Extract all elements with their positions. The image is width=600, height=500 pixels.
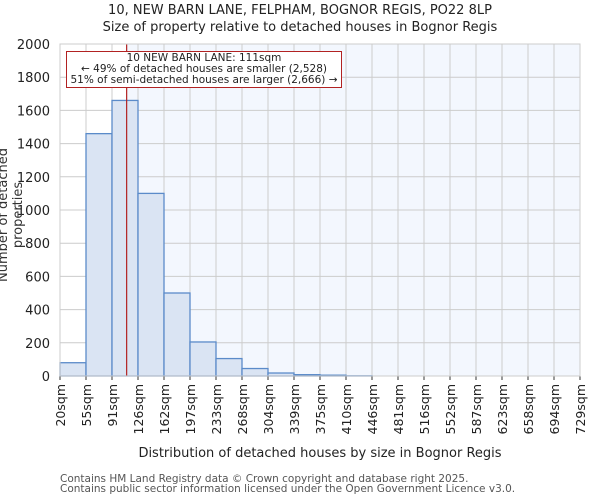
histogram-bar — [163, 292, 191, 377]
y-tick-label: 600 — [25, 270, 50, 285]
x-tick-label: 126sqm — [131, 384, 146, 434]
x-tick-label: 729sqm — [573, 384, 588, 434]
chart-subtitle: Size of property relative to detached ho… — [102, 20, 498, 35]
y-axis-label: Number of detached properties — [0, 148, 26, 282]
subject-annotation: 10 NEW BARN LANE: 111sqm ← 49% of detach… — [66, 51, 342, 88]
x-tick-label: 410sqm — [339, 384, 354, 434]
histogram-bar — [85, 132, 113, 377]
histogram-bar — [189, 341, 217, 377]
y-tick-label: 2000 — [17, 38, 50, 53]
x-tick-label: 658sqm — [521, 384, 536, 434]
x-tick-label: 20sqm — [53, 384, 68, 427]
y-tick-label: 1800 — [17, 71, 50, 86]
x-tick-label: 516sqm — [417, 384, 432, 434]
footer-licence: Contains public sector information licen… — [60, 483, 516, 495]
histogram-bar — [59, 362, 87, 377]
y-tick-label: 200 — [25, 337, 50, 352]
y-tick-label: 400 — [25, 304, 50, 319]
y-tick-label: 800 — [25, 237, 50, 252]
x-tick-label: 268sqm — [235, 384, 250, 434]
footer-copyright: Contains HM Land Registry data © Crown c… — [60, 473, 469, 485]
y-tick-label: 1000 — [17, 204, 50, 219]
histogram-bar — [241, 367, 269, 377]
annotation-line-3: 51% of semi-detached houses are larger (… — [70, 74, 338, 86]
x-axis-label: Distribution of detached houses by size … — [138, 446, 502, 461]
histogram-bar — [137, 192, 165, 377]
x-tick-label: 304sqm — [261, 384, 276, 434]
x-tick-label: 91sqm — [105, 384, 120, 427]
x-tick-label: 446sqm — [365, 384, 380, 434]
x-tick-label: 552sqm — [443, 384, 458, 434]
y-tick-label: 0 — [42, 370, 50, 385]
x-tick-label: 197sqm — [183, 384, 198, 434]
x-tick-label: 375sqm — [313, 384, 328, 434]
chart-title: 10, NEW BARN LANE, FELPHAM, BOGNOR REGIS… — [108, 3, 492, 18]
x-tick-label: 587sqm — [469, 384, 484, 434]
y-tick-label: 1600 — [17, 104, 50, 119]
y-tick-label: 1200 — [17, 171, 50, 186]
y-tick-label: 1400 — [17, 138, 50, 153]
histogram-bar — [111, 99, 139, 377]
x-tick-label: 339sqm — [287, 384, 302, 434]
x-tick-label: 694sqm — [547, 384, 562, 434]
x-tick-label: 481sqm — [391, 384, 406, 434]
x-tick-label: 623sqm — [495, 384, 510, 434]
x-tick-label: 233sqm — [209, 384, 224, 434]
x-tick-label: 55sqm — [79, 384, 94, 427]
histogram-bar — [215, 357, 243, 377]
plot-frame — [59, 43, 581, 377]
annotation-line-2: ← 49% of detached houses are smaller (2,… — [81, 63, 327, 75]
annotation-line-1: 10 NEW BARN LANE: 111sqm — [126, 52, 282, 64]
x-tick-label: 162sqm — [157, 384, 172, 434]
